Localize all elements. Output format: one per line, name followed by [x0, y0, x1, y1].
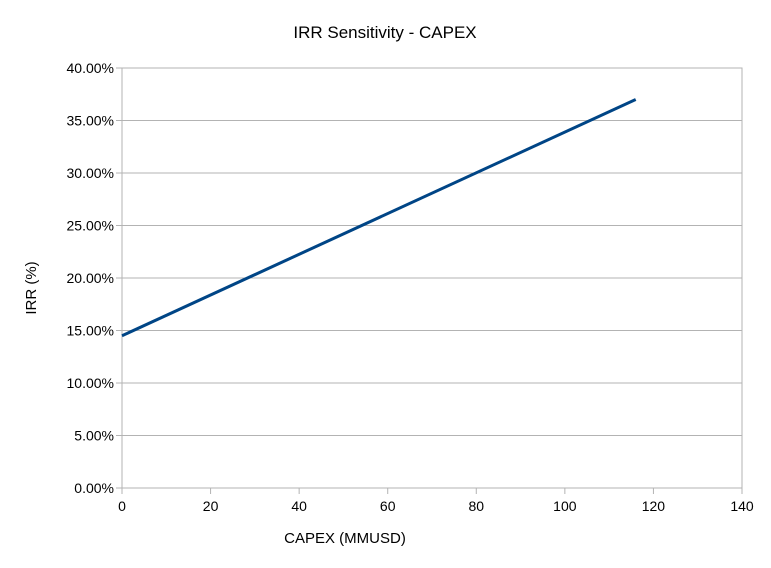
y-tick-label: 10.00%	[67, 375, 114, 391]
y-tick-label: 35.00%	[67, 113, 114, 129]
x-tick-label: 0	[118, 498, 126, 514]
gridlines	[116, 67, 742, 489]
y-tick-label: 15.00%	[67, 323, 114, 339]
x-tick-label: 40	[291, 498, 307, 514]
y-tick-label: 30.00%	[67, 165, 114, 181]
x-axis-label: CAPEX (MMUSD)	[284, 530, 406, 547]
x-tick-label: 20	[203, 498, 219, 514]
plot-frame	[121, 67, 743, 489]
y-tick-label: 25.00%	[67, 218, 114, 234]
x-tick-label: 140	[730, 498, 754, 514]
y-tick-label: 5.00%	[74, 428, 114, 444]
x-tick-label: 80	[468, 498, 484, 514]
x-tick-labels: 0 20 40 60 80 100 120 140	[118, 488, 754, 514]
irr-series-line	[121, 98, 637, 338]
y-tick-label: 20.00%	[67, 270, 114, 286]
y-tick-label: 40.00%	[67, 60, 114, 76]
x-tick-label: 100	[553, 498, 577, 514]
y-tick-labels: 0.00% 5.00% 10.00% 15.00% 20.00% 25.00% 30.00%…	[67, 60, 114, 496]
y-axis-label: IRR (%)	[23, 261, 40, 314]
chart-title: IRR Sensitivity - CAPEX	[293, 23, 476, 42]
x-tick-label: 120	[642, 498, 666, 514]
series-layer	[121, 98, 637, 338]
x-tick-label: 60	[380, 498, 396, 514]
y-tick-label: 0.00%	[74, 480, 114, 496]
